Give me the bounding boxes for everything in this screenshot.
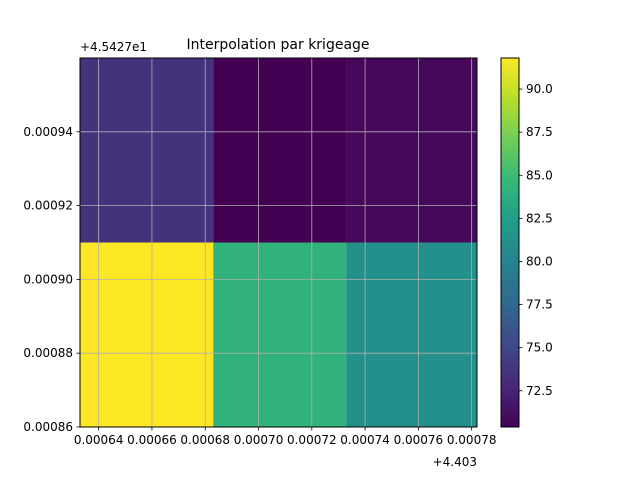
colorbar-tick-label: 87.5 xyxy=(526,125,553,139)
chart-title: Interpolation par krigeage xyxy=(186,37,369,53)
colorbar xyxy=(501,58,519,427)
y-tick-label: 0.00088 xyxy=(23,346,73,360)
x-tick-label: 0.00078 xyxy=(447,433,497,447)
y-tick-label: 0.00090 xyxy=(23,272,73,286)
x-axis-offset-text: +4.403 xyxy=(433,455,477,469)
colorbar-tick-label: 80.0 xyxy=(526,254,553,268)
colorbar-tick-label: 85.0 xyxy=(526,168,553,182)
colorbar-tick-label: 75.0 xyxy=(526,341,553,355)
y-tick-label: 0.00092 xyxy=(23,199,73,213)
colorbar-tick-label: 82.5 xyxy=(526,211,553,225)
colorbar-tick-label: 72.5 xyxy=(526,384,553,398)
x-tick-label: 0.00076 xyxy=(394,433,444,447)
x-tick-label: 0.00070 xyxy=(234,433,284,447)
y-axis-offset-text: +4.5427e1 xyxy=(80,40,147,54)
x-tick-label: 0.00072 xyxy=(287,433,337,447)
heatmap-cells xyxy=(80,58,477,427)
colorbar-tick-label: 77.5 xyxy=(526,298,553,312)
heatmap-cell xyxy=(213,58,346,243)
colorbar-tick-label: 90.0 xyxy=(526,82,553,96)
x-tick-label: 0.00066 xyxy=(127,433,177,447)
x-tick-label: 0.00068 xyxy=(180,433,230,447)
heatmap-cell xyxy=(80,58,213,243)
y-tick-label: 0.00086 xyxy=(23,420,73,434)
heatmap-cell xyxy=(213,243,346,428)
heatmap-cell xyxy=(346,243,477,428)
y-tick-label: 0.00094 xyxy=(23,125,73,139)
x-tick-label: 0.00074 xyxy=(340,433,390,447)
x-tick-label: 0.00064 xyxy=(74,433,124,447)
heatmap-cell xyxy=(80,243,213,428)
heatmap-cell xyxy=(346,58,477,243)
